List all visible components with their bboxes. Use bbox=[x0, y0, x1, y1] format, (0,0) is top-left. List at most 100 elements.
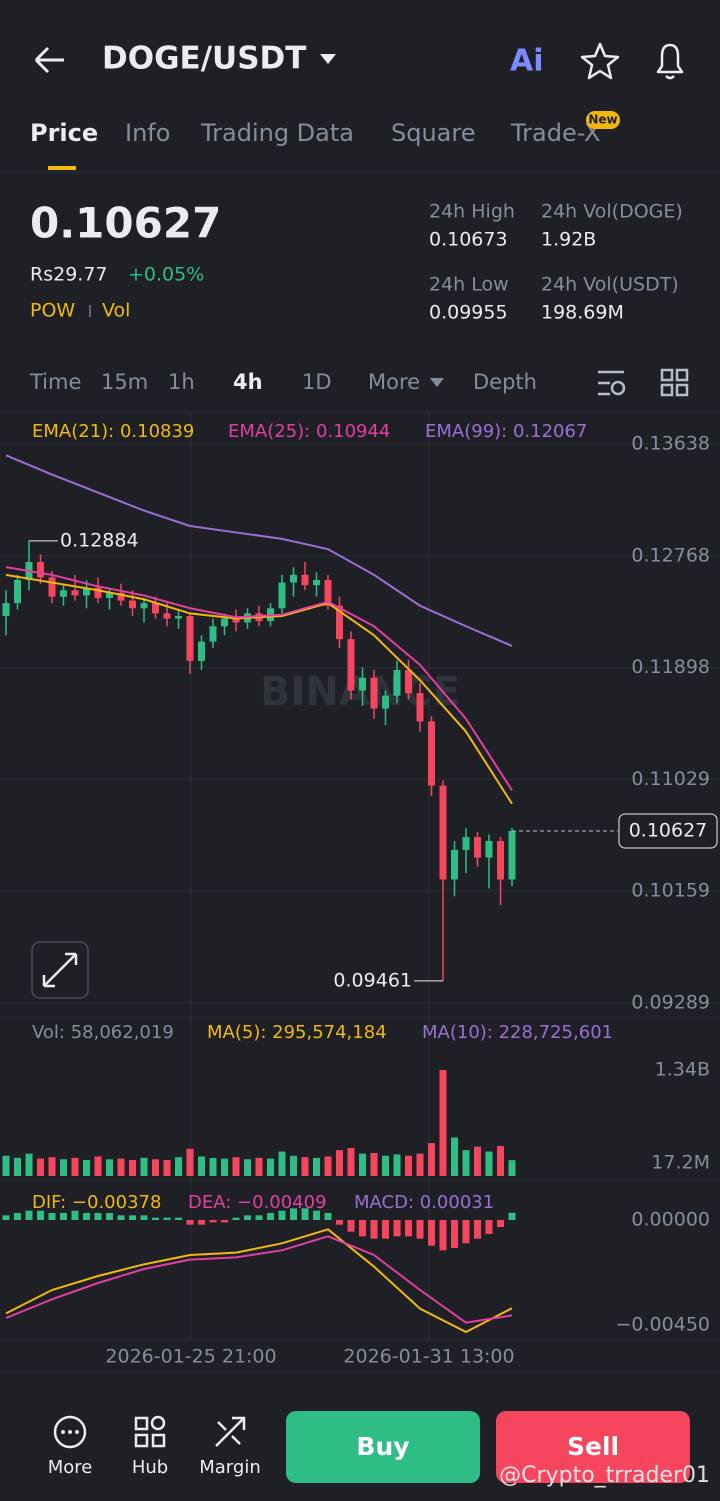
candle-body bbox=[60, 590, 67, 597]
more-icon-dot bbox=[61, 1430, 65, 1434]
volume-bar bbox=[301, 1157, 309, 1176]
volume-bar bbox=[255, 1157, 263, 1176]
volume-bar bbox=[474, 1146, 481, 1176]
watermark: @Crypto_trrader01 bbox=[499, 1463, 710, 1488]
candle-body bbox=[290, 574, 297, 583]
macd-bar bbox=[370, 1220, 378, 1239]
tab[interactable]: Trading Data bbox=[200, 119, 354, 147]
candle-body bbox=[94, 587, 102, 598]
macd-bar bbox=[221, 1220, 228, 1223]
interval[interactable]: More bbox=[368, 370, 420, 394]
volume-bar bbox=[37, 1158, 44, 1176]
last-price: 0.10627 bbox=[30, 199, 221, 248]
candle-body bbox=[474, 837, 481, 858]
nav-label[interactable]: Hub bbox=[132, 1457, 168, 1478]
indicator-icon[interactable] bbox=[598, 370, 624, 396]
volume-bar bbox=[163, 1159, 171, 1176]
candle-body bbox=[485, 840, 493, 858]
candle-body bbox=[313, 579, 320, 586]
interval[interactable]: 4h bbox=[233, 370, 263, 394]
candle-body bbox=[497, 840, 504, 880]
interval[interactable]: 15m bbox=[101, 370, 148, 394]
volume-bar bbox=[336, 1150, 343, 1176]
current-price-box bbox=[618, 813, 718, 849]
candle-body bbox=[301, 574, 309, 586]
volume-bar bbox=[508, 1160, 516, 1176]
alert-icon[interactable] bbox=[656, 43, 684, 80]
candle-body bbox=[428, 721, 435, 786]
macd-bar bbox=[25, 1210, 33, 1220]
back-icon[interactable] bbox=[34, 46, 64, 74]
volume-bar bbox=[382, 1155, 389, 1176]
candle-body bbox=[163, 613, 171, 619]
interval[interactable]: Depth bbox=[473, 370, 537, 394]
macd-bar bbox=[474, 1220, 481, 1239]
favorite-icon[interactable] bbox=[580, 42, 620, 80]
volume-bar bbox=[462, 1150, 470, 1176]
volume-bar bbox=[2, 1155, 10, 1176]
ema-line bbox=[5, 566, 513, 791]
more-icon[interactable] bbox=[53, 1415, 87, 1449]
tag[interactable]: POW bbox=[30, 300, 75, 322]
macd-bar bbox=[209, 1220, 217, 1223]
more-icon-dot bbox=[68, 1430, 72, 1434]
volume-bar bbox=[405, 1155, 412, 1176]
margin-icon[interactable] bbox=[215, 1416, 246, 1447]
volume-bar bbox=[48, 1157, 56, 1176]
candle-body bbox=[508, 831, 516, 880]
macd-bar bbox=[83, 1213, 90, 1220]
volume-bar bbox=[324, 1156, 332, 1176]
tab[interactable]: Square bbox=[391, 119, 476, 147]
volume-bar bbox=[14, 1157, 21, 1176]
pair-title[interactable]: DOGE/USDT bbox=[102, 41, 306, 77]
volume-bar bbox=[129, 1159, 136, 1176]
candle-body bbox=[405, 669, 412, 694]
candle-body bbox=[83, 587, 90, 596]
candle-body bbox=[71, 590, 79, 596]
macd-bar bbox=[186, 1220, 194, 1225]
candle-body bbox=[37, 561, 44, 578]
volume-bar bbox=[198, 1156, 205, 1176]
macd-bar bbox=[14, 1213, 21, 1220]
macd-tick-label: 0.00000 bbox=[631, 1209, 710, 1231]
ema-legend: EMA(99): 0.12067 bbox=[425, 421, 587, 442]
nav-label[interactable]: Margin bbox=[199, 1457, 260, 1478]
macd-bar bbox=[60, 1213, 67, 1220]
candle-body bbox=[140, 603, 148, 609]
stat-value: 0.09955 bbox=[429, 302, 508, 324]
tab[interactable]: Trade-X bbox=[510, 119, 601, 147]
tab[interactable]: Info bbox=[125, 119, 170, 147]
macd-bar bbox=[393, 1220, 401, 1237]
more-icon-dot bbox=[75, 1430, 79, 1434]
ai-button[interactable]: Ai bbox=[510, 44, 544, 79]
interval[interactable]: Time bbox=[29, 370, 81, 394]
pair-caret[interactable] bbox=[320, 54, 336, 64]
candle-body bbox=[416, 693, 424, 722]
tag[interactable]: Vol bbox=[102, 300, 130, 322]
interval[interactable]: 1D bbox=[302, 370, 332, 394]
candle-body bbox=[393, 669, 401, 696]
macd-bar bbox=[485, 1220, 493, 1234]
volume-bar bbox=[428, 1143, 435, 1176]
macd-bar bbox=[255, 1215, 263, 1220]
hub-icon[interactable] bbox=[134, 1415, 166, 1448]
layout-icon[interactable] bbox=[660, 368, 689, 397]
candle-body bbox=[106, 592, 113, 598]
nav-label[interactable]: More bbox=[48, 1457, 93, 1478]
interval[interactable]: 1h bbox=[168, 370, 195, 394]
macd-bar bbox=[462, 1220, 470, 1244]
candle-body bbox=[175, 615, 182, 619]
volume-bar bbox=[221, 1158, 228, 1176]
stat-label: 24h High bbox=[429, 201, 515, 223]
tab[interactable]: Price bbox=[30, 119, 98, 147]
candle-body bbox=[209, 626, 217, 642]
date-label: 2026-01-31 13:00 bbox=[343, 1346, 514, 1368]
macd-bar bbox=[301, 1208, 309, 1220]
macd-bar bbox=[336, 1220, 343, 1225]
volume-bar bbox=[347, 1148, 355, 1176]
candle-body bbox=[14, 579, 21, 604]
buy-button[interactable] bbox=[286, 1411, 480, 1483]
active-tab-indicator bbox=[48, 166, 76, 170]
sell-button[interactable] bbox=[496, 1411, 690, 1483]
volume-bar bbox=[25, 1153, 33, 1176]
